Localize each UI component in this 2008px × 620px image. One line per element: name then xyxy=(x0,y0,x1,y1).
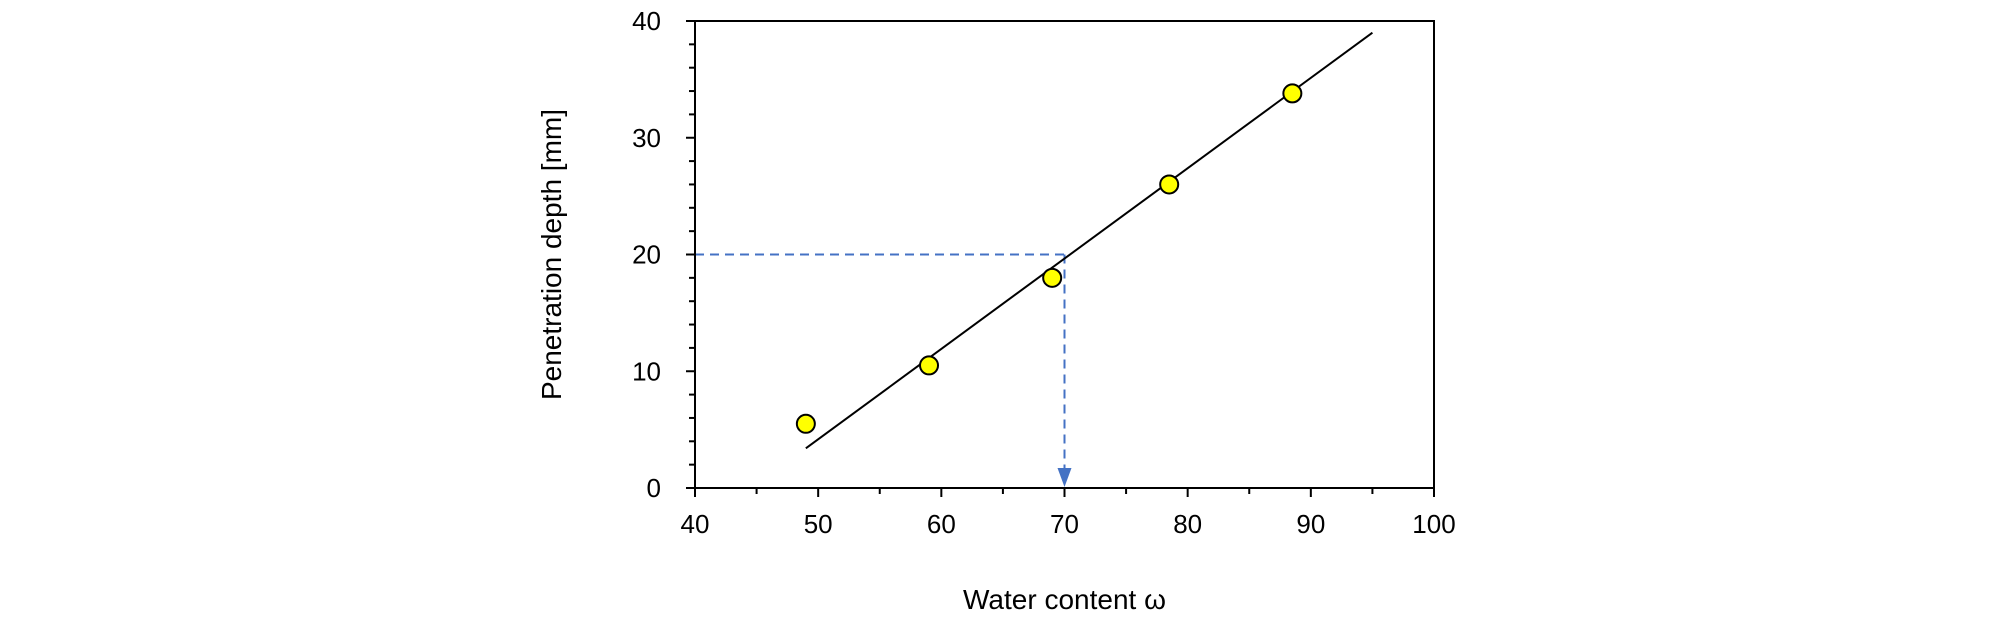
fit-line-group xyxy=(805,31,1374,450)
data-point xyxy=(1282,83,1303,104)
x-tick-label: 50 xyxy=(804,509,833,539)
reference-lines xyxy=(695,253,1072,487)
data-point xyxy=(919,355,940,376)
y-tick-label: 10 xyxy=(632,356,661,386)
x-tick-label: 40 xyxy=(681,509,710,539)
x-tick-label: 70 xyxy=(1050,509,1079,539)
data-point xyxy=(1159,174,1180,195)
x-tick-label: 90 xyxy=(1296,509,1325,539)
reference-arrow-icon xyxy=(1057,468,1072,487)
data-points xyxy=(795,83,1303,434)
x-axis-title: Water content ω xyxy=(963,584,1166,615)
data-point xyxy=(1042,267,1063,288)
y-tick-label: 20 xyxy=(632,240,661,270)
y-tick-label: 30 xyxy=(632,123,661,153)
data-point xyxy=(795,413,816,434)
x-tick-label: 60 xyxy=(927,509,956,539)
y-axis-title: Penetration depth [mm] xyxy=(536,109,567,400)
x-tick-label: 100 xyxy=(1412,509,1455,539)
x-tick-label: 80 xyxy=(1173,509,1202,539)
axes: 40 50 60 70 80 90 100 0 10 20 30 40 xyxy=(632,6,1456,539)
fit-line xyxy=(805,31,1374,450)
y-tick-label: 0 xyxy=(647,473,661,503)
y-tick-label: 40 xyxy=(632,6,661,36)
